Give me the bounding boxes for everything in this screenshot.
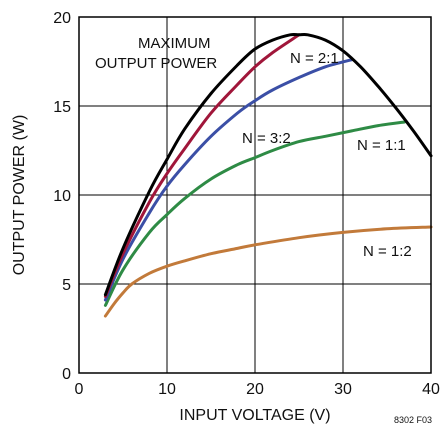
series-line-n-1-1 [103,120,407,307]
tick-labels: 0 10 20 30 40 0 5 10 15 20 [53,10,440,398]
x-tick-label-0: 0 [75,381,84,398]
series-label-n32: N = 3:2 [242,130,291,147]
series-group [103,32,433,318]
x-axis-label: INPUT VOLTAGE (V) [179,407,330,424]
x-tick-label-3: 30 [334,381,352,398]
y-tick-label-2: 10 [53,188,71,205]
series-line-n-2-1 [103,33,301,298]
x-tick-label-1: 10 [158,381,176,398]
series-line-n-1-2 [103,225,433,318]
series-line-maximum-output-power [103,32,433,297]
figure-code: 8302 F03 [394,415,432,425]
series-line-n-3-2 [103,58,354,302]
y-tick-label-4: 20 [53,10,71,27]
plot-frame [78,16,432,374]
y-tick-label-0: 0 [62,366,71,383]
x-tick-label-4: 40 [422,381,440,398]
y-tick-label-1: 5 [62,277,71,294]
series-label-maximum-line1: MAXIMUM [138,35,211,52]
x-tick-label-2: 20 [246,381,264,398]
series-label-n12: N = 1:2 [363,243,412,260]
y-tick-label-3: 15 [53,99,71,116]
series-label-n21: N = 2:1 [290,50,339,67]
series-label-n11: N = 1:1 [357,137,406,154]
y-axis-label: OUTPUT POWER (W) [11,115,28,276]
series-label-maximum-line2: OUTPUT POWER [95,55,217,72]
